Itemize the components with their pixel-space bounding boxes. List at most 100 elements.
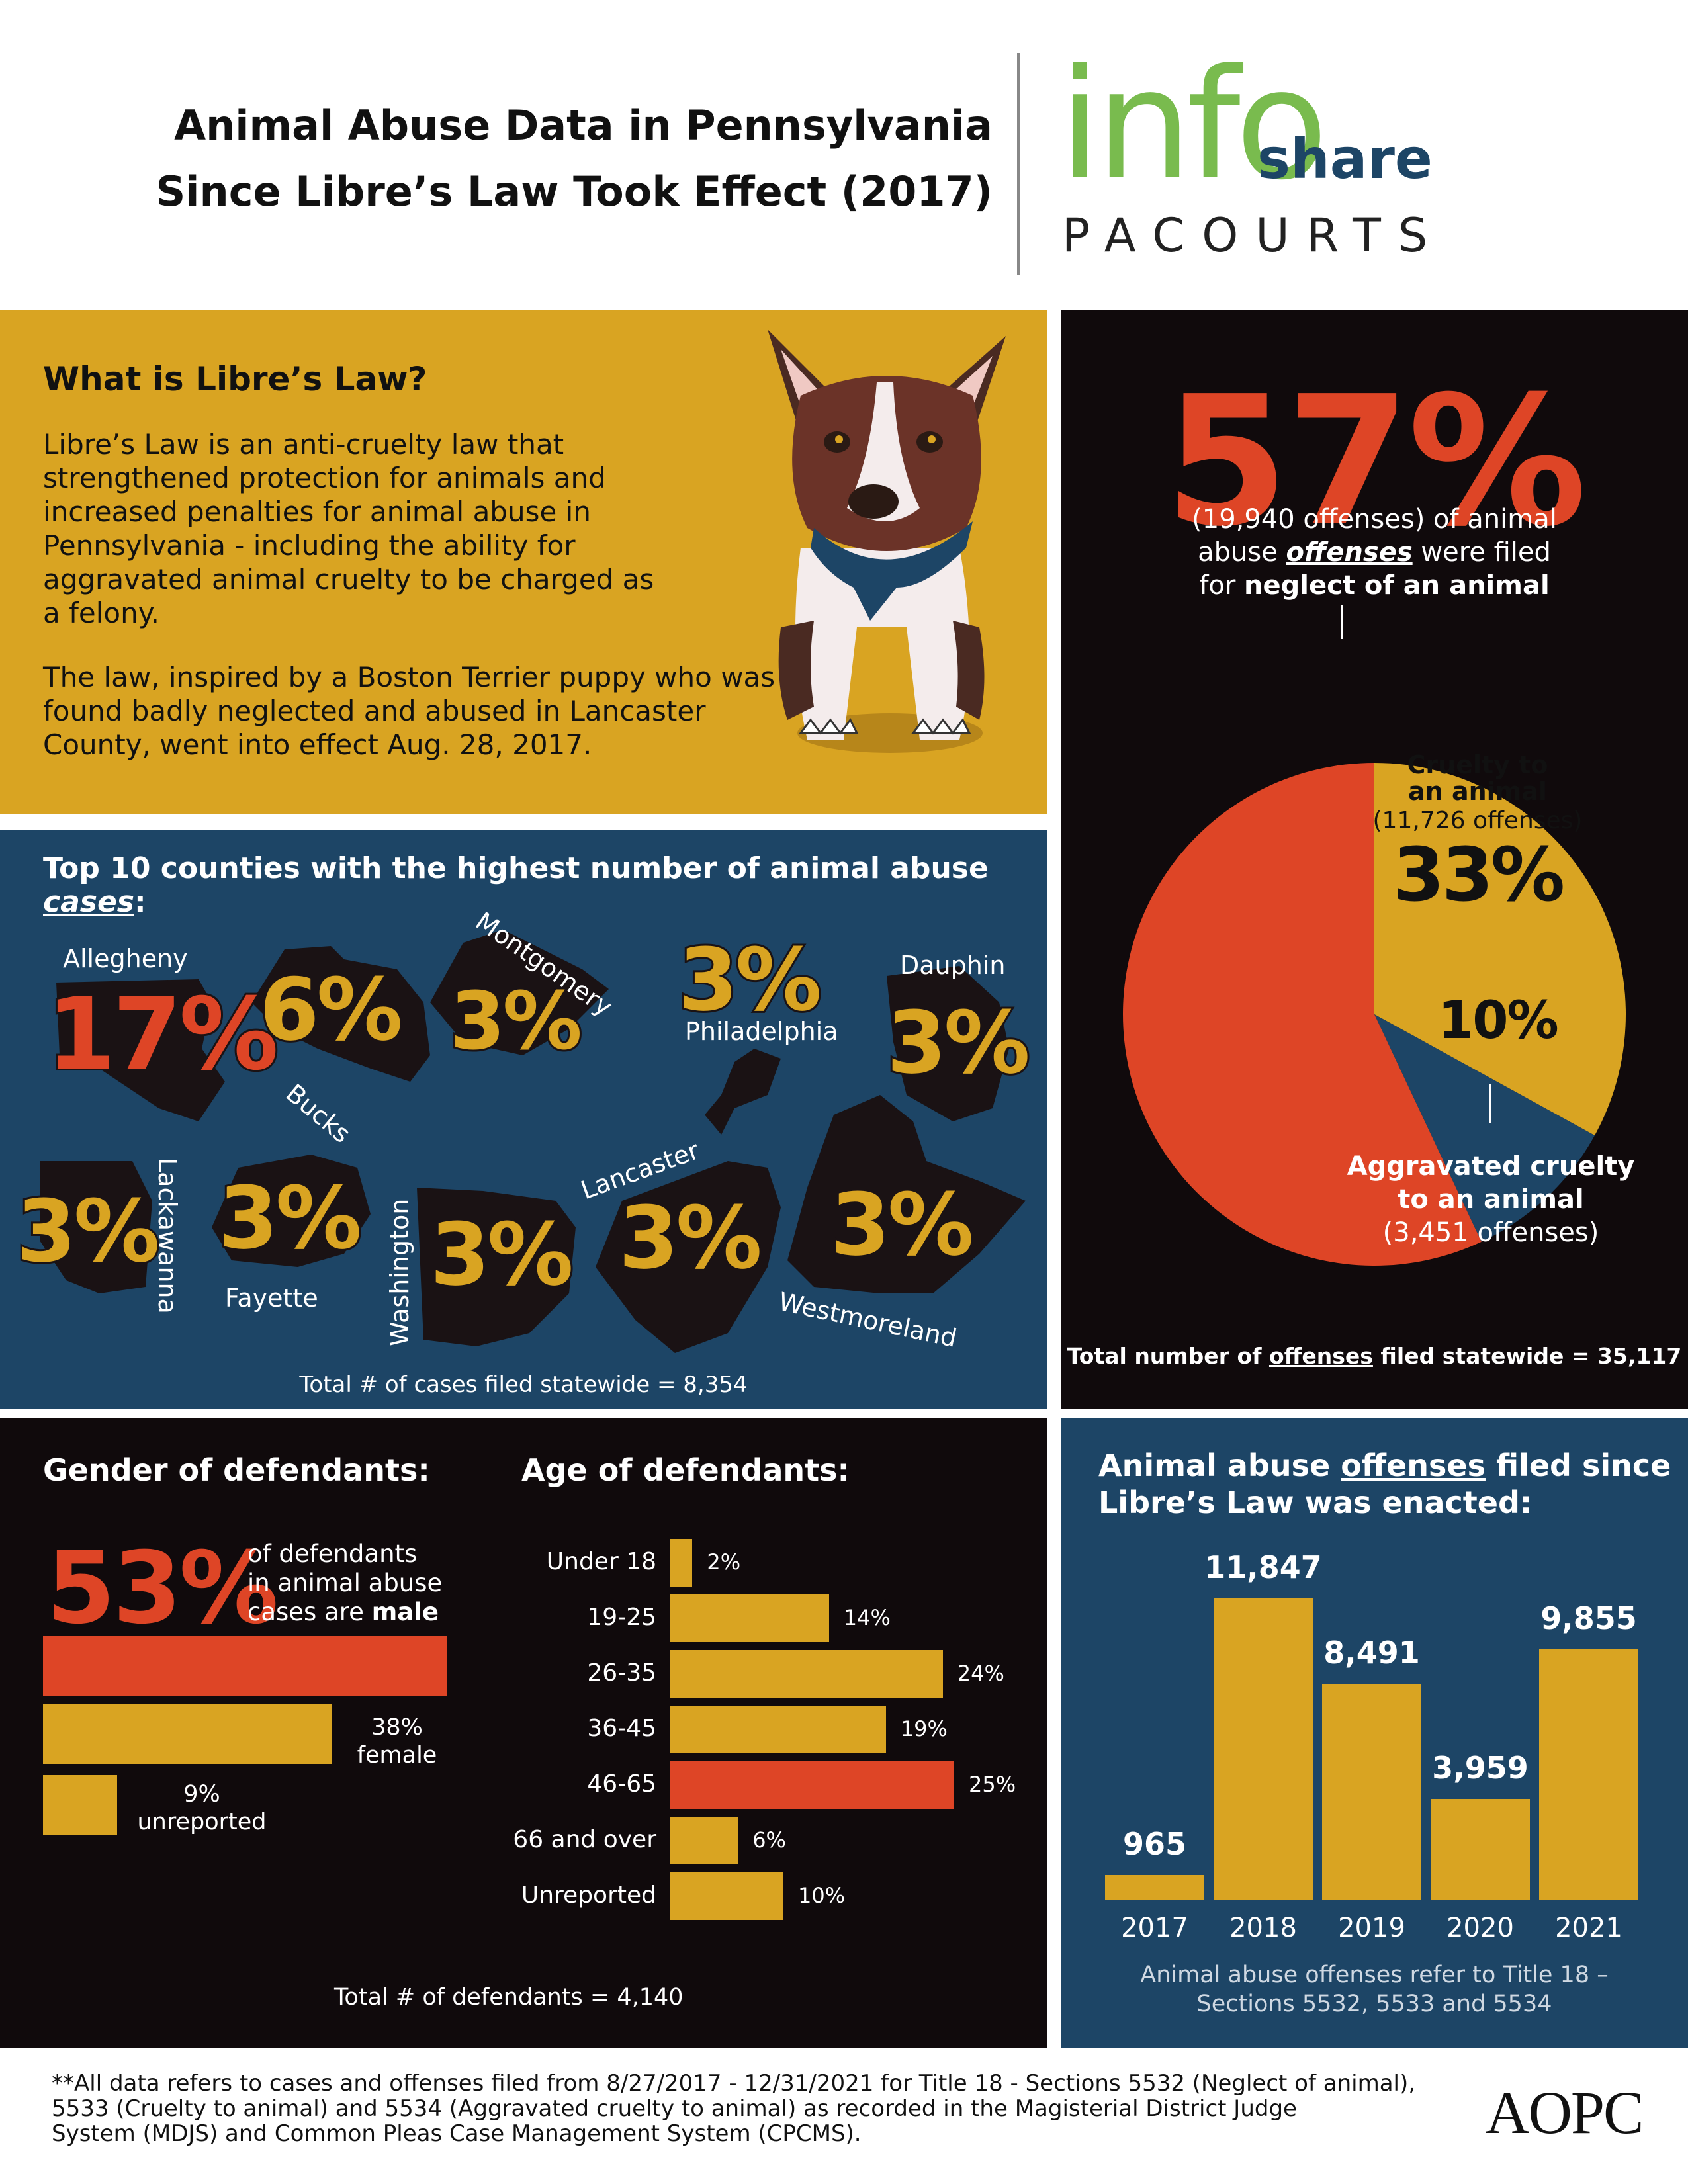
aopc-logo: AOPC	[1486, 2079, 1644, 2146]
neglect-desc-line-2: abuse offenses were filed	[1061, 536, 1688, 569]
age-bar	[670, 1761, 954, 1809]
year-bar-value-label: 8,491	[1323, 1634, 1420, 1671]
aggravated-label-line-2: to an animal	[1398, 1184, 1584, 1215]
counties-panel: Top 10 counties with the highest number …	[0, 830, 1047, 1409]
neglect-desc-line-2-text: abuse	[1198, 537, 1286, 568]
counties-total: Total # of cases filed statewide = 8,354	[299, 1372, 748, 1398]
year-tick-label: 2018	[1229, 1913, 1297, 1943]
gender-unreported-text: unreported	[137, 1809, 267, 1835]
county-allegheny-name: Allegheny	[63, 944, 188, 973]
logo-info-text: info	[1059, 37, 1328, 214]
title-line-1: Animal Abuse Data in Pennsylvania	[174, 101, 993, 150]
age-bar-value-label: 10%	[798, 1883, 846, 1908]
libre-law-paragraph-2: The law, inspired by a Boston Terrier pu…	[43, 661, 776, 761]
libre-law-panel: What is Libre’s Law? Libre’s Law is an a…	[0, 310, 1047, 814]
county-dauphin-name: Dauphin	[900, 951, 1006, 980]
logo-pacourts-text: PACOURTS	[1062, 208, 1445, 263]
gender-male-line-3-bold: male	[371, 1598, 439, 1626]
counties-heading-emphasis: cases	[43, 885, 134, 919]
counties-heading: Top 10 counties with the highest number …	[43, 852, 1047, 919]
offenses-total-text: Total number of	[1067, 1343, 1269, 1369]
year-bar-value-label: 9,855	[1540, 1600, 1637, 1636]
age-bar-value-label: 24%	[957, 1661, 1004, 1686]
footer-note-line-2: 5533 (Cruelty to animal) and 5534 (Aggra…	[52, 2095, 1297, 2122]
yearly-heading: Animal abuse offenses filed since Libre’…	[1098, 1447, 1671, 1521]
county-washington-name: Washington	[385, 1198, 414, 1346]
neglect-desc-line-3-bold: neglect of an animal	[1244, 570, 1550, 601]
header-divider	[1017, 53, 1020, 275]
age-bar	[670, 1706, 886, 1753]
age-total: Total # of defendants = 4,140	[334, 1984, 684, 2011]
offenses-panel: 57% (19,940 offenses) of animal abuse of…	[1061, 310, 1688, 1409]
neglect-big-pct: 57%	[1164, 357, 1587, 566]
county-dauphin-pct: 3%	[885, 990, 1032, 1095]
gender-female-label: 38% female	[331, 1714, 463, 1769]
age-category-label: Unreported	[521, 1882, 656, 1909]
yearly-footnote-line-1: Animal abuse offenses refer to Title 18 …	[1140, 1962, 1609, 1988]
neglect-desc-line-2-end: were filed	[1412, 537, 1551, 568]
county-fayette-pct: 3%	[216, 1166, 364, 1270]
libre-law-heading: What is Libre’s Law?	[43, 360, 427, 398]
year-bar	[1322, 1683, 1421, 1900]
title-line-2: Since Libre’s Law Took Effect (2017)	[155, 167, 993, 216]
libre-law-paragraph-1: Libre’s Law is an anti-cruelty law that …	[43, 428, 654, 629]
gender-bar-male	[43, 1636, 447, 1696]
age-bar-chart: Under 18 2% 19-25 14% 26-35 24% 36-45 19% 46-65 2…	[0, 1418, 1047, 2048]
year-tick-label: 2021	[1555, 1913, 1622, 1943]
footer-note-line-3: System (MDJS) and Common Pleas Case Mana…	[52, 2120, 862, 2147]
logo-share-text: share	[1257, 126, 1433, 191]
year-bar-value-label: 965	[1122, 1825, 1187, 1862]
counties-heading-colon: :	[134, 885, 146, 919]
cruelty-label-line-1: Cruelty to	[1407, 750, 1548, 779]
age-bar	[670, 1872, 783, 1920]
aggravated-pct: 10%	[1438, 991, 1559, 1051]
age-bar-value-label: 2%	[707, 1550, 741, 1575]
aggravated-leader-line	[1489, 1084, 1491, 1123]
county-lackawanna-pct: 3%	[15, 1179, 162, 1284]
age-heading: Age of defendants:	[521, 1452, 850, 1488]
gender-big-pct: 53%	[46, 1531, 279, 1646]
year-bar	[1539, 1649, 1638, 1900]
county-lancaster-pct: 3%	[617, 1186, 764, 1290]
age-bar	[670, 1539, 693, 1587]
age-bar	[670, 1594, 829, 1642]
neglect-description: (19,940 offenses) of animal abuse offens…	[1061, 503, 1688, 602]
age-bar	[670, 1817, 738, 1864]
county-washington-pct: 3%	[428, 1202, 576, 1307]
yearly-panel: Animal abuse offenses filed since Libre’…	[1061, 1418, 1688, 2048]
pie-slice-neglect	[1123, 763, 1482, 1266]
yearly-heading-text: Animal abuse	[1098, 1448, 1341, 1483]
yearly-heading-line-1: Animal abuse offenses filed since	[1098, 1447, 1671, 1484]
gender-male-line-3: cases are male	[247, 1598, 442, 1627]
aggravated-label-line-1: Aggravated cruelty	[1347, 1151, 1635, 1182]
offenses-total-emphasis: offenses	[1268, 1343, 1373, 1369]
gender-female-pct: 38%	[371, 1714, 423, 1741]
county-bucks-pct: 6%	[257, 957, 405, 1062]
county-allegheny-pct: 17%	[44, 975, 281, 1094]
counties-heading-text: Top 10 counties with the highest number …	[43, 852, 989, 885]
cruelty-label-line-2: an animal	[1408, 777, 1547, 806]
infoshare-logo: info share PACOURTS	[1059, 40, 1433, 271]
age-bar-value-label: 25%	[969, 1772, 1016, 1797]
year-tick-label: 2019	[1338, 1913, 1405, 1943]
yearly-footnote: Animal abuse offenses refer to Title 18 …	[1061, 1960, 1688, 2019]
year-bar	[1214, 1598, 1313, 1900]
defendants-panel: Gender of defendants: 53% of defendants …	[0, 1418, 1047, 2048]
page-title: Animal Abuse Data in Pennsylvania Since …	[86, 93, 993, 225]
footer-note: **All data refers to cases and offenses …	[52, 2071, 1474, 2146]
yearly-bar-chart: 965 2017 11,847 2018 8,491 2019 3,959 2020 9,855…	[1061, 1418, 1688, 2048]
age-category-label: 26-35	[587, 1659, 656, 1686]
county-silhouettes	[40, 930, 1026, 1353]
cruelty-pct: 33%	[1392, 832, 1565, 918]
yearly-heading-emphasis: offenses	[1341, 1448, 1486, 1483]
age-bar	[670, 1650, 943, 1698]
gender-bar-unreported	[43, 1775, 117, 1835]
age-category-label: 36-45	[587, 1715, 656, 1742]
pie-slice-cruelty	[1374, 763, 1626, 1136]
age-bar-value-label: 14%	[843, 1605, 891, 1630]
yearly-heading-line-2: Libre’s Law was enacted:	[1098, 1485, 1533, 1520]
gender-female-text: female	[357, 1742, 437, 1769]
county-fayette-name: Fayette	[225, 1284, 318, 1313]
aggravated-label: Aggravated cruelty to an animal (3,451 o…	[1306, 1150, 1676, 1249]
neglect-desc-line-3-text: for	[1199, 570, 1245, 601]
